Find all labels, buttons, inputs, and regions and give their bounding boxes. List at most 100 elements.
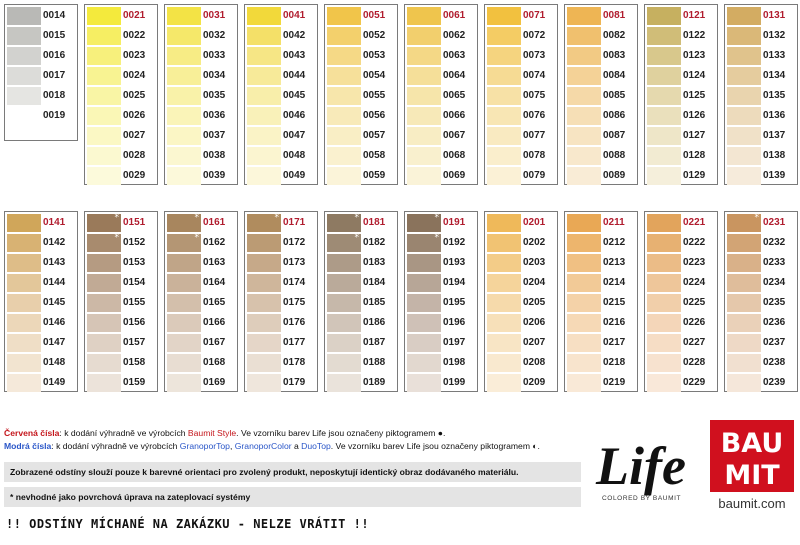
color-swatch: [647, 334, 681, 352]
color-row: 0217: [565, 333, 637, 353]
color-row: 0131: [725, 6, 797, 26]
legend: Červená čísla: k dodání výhradně ve výro…: [4, 427, 589, 453]
color-swatch: [647, 294, 681, 312]
color-card-0230: * 0231 0232 0233 0234 0235 0236 0237 0238 0239: [724, 211, 798, 392]
color-row: 0055: [325, 86, 397, 106]
color-swatch: [727, 354, 761, 372]
color-row: 0201: [485, 213, 557, 233]
color-code: 0019: [43, 110, 66, 121]
color-row: 0236: [725, 313, 797, 333]
color-row: * 0191: [405, 213, 477, 233]
color-code: 0217: [603, 337, 626, 348]
life-logo: Life COLORED BY BAUMIT: [595, 436, 686, 502]
color-row: 0207: [485, 333, 557, 353]
color-swatch: [567, 7, 601, 25]
color-swatch: *: [167, 213, 201, 232]
color-card-0210: 0211 0212 0213 0214 0215 0216 0217 0218 0219: [564, 211, 638, 392]
color-swatch: [407, 167, 441, 185]
color-swatch: [647, 87, 681, 105]
color-row: 0053: [325, 46, 397, 66]
color-row: 0141: [5, 213, 77, 233]
color-swatch: [647, 354, 681, 372]
color-row: 0031: [165, 6, 237, 26]
color-code: 0227: [683, 337, 706, 348]
color-code: 0051: [363, 10, 386, 21]
color-code: 0043: [283, 50, 306, 61]
color-row: 0204: [485, 273, 557, 293]
color-code: 0045: [283, 90, 306, 101]
color-swatch: [167, 294, 201, 312]
color-swatch: *: [327, 213, 361, 232]
legend-red-text-1: : k dodání výhradně ve výrobcích: [59, 428, 188, 438]
color-swatch: [647, 234, 681, 252]
color-swatch: [167, 87, 201, 105]
color-swatch: [727, 234, 761, 252]
color-code: 0053: [363, 50, 386, 61]
color-row: 0167: [165, 333, 237, 353]
color-swatch: [7, 314, 41, 332]
color-row: 0067: [405, 126, 477, 146]
color-swatch: [247, 27, 281, 45]
color-swatch: [567, 107, 601, 125]
color-row: 0234: [725, 273, 797, 293]
color-code: 0134: [763, 70, 786, 81]
color-code: 0177: [283, 337, 306, 348]
color-row: 0081: [565, 6, 637, 26]
color-row: 0078: [485, 146, 557, 166]
color-swatch: [247, 127, 281, 145]
color-swatch: [87, 147, 121, 165]
color-code: 0014: [43, 10, 66, 21]
star-marker: *: [354, 213, 360, 223]
color-swatch: [87, 294, 121, 312]
color-code: 0021: [123, 10, 146, 21]
color-row: 0166: [165, 313, 237, 333]
color-code: 0192: [443, 237, 466, 248]
legend-red-line: Červená čísla: k dodání výhradně ve výro…: [4, 427, 589, 440]
color-row: 0228: [645, 353, 717, 373]
color-swatch: [247, 374, 281, 392]
color-row: 0174: [245, 273, 317, 293]
color-swatch: [87, 167, 121, 185]
color-swatch: [87, 67, 121, 85]
star-marker: *: [194, 213, 200, 223]
color-code: 0197: [443, 337, 466, 348]
color-swatch: *: [247, 213, 281, 232]
color-swatch: [407, 147, 441, 165]
color-swatch: [567, 67, 601, 85]
color-code: 0086: [603, 110, 626, 121]
color-swatch: [327, 87, 361, 105]
color-code: 0067: [443, 130, 466, 141]
color-code: 0198: [443, 357, 466, 368]
color-code: 0064: [443, 70, 466, 81]
color-swatch: [647, 214, 681, 232]
color-code: 0062: [443, 30, 466, 41]
color-code: 0127: [683, 130, 706, 141]
star-marker: *: [114, 233, 120, 243]
color-row: * 0161: [165, 213, 237, 233]
color-swatch: [7, 47, 41, 65]
color-swatch: [727, 67, 761, 85]
color-code: 0228: [683, 357, 706, 368]
color-swatch: [87, 87, 121, 105]
color-code: 0184: [363, 277, 386, 288]
color-row: 0123: [645, 46, 717, 66]
color-row: 0146: [5, 313, 77, 333]
color-code: 0071: [523, 10, 546, 21]
color-code: 0151: [123, 217, 146, 228]
color-swatch: [7, 67, 41, 85]
color-row: 0135: [725, 86, 797, 106]
color-code: 0029: [123, 170, 146, 181]
color-row: 0145: [5, 293, 77, 313]
color-row: 0164: [165, 273, 237, 293]
color-row: 0179: [245, 373, 317, 393]
color-row: 0168: [165, 353, 237, 373]
color-swatch: [487, 27, 521, 45]
color-row: 0139: [725, 166, 797, 186]
color-code: 0155: [123, 297, 146, 308]
baumit-logo-top: BAU: [721, 428, 784, 459]
color-swatch: [567, 87, 601, 105]
color-swatch: [487, 67, 521, 85]
color-swatch: [167, 127, 201, 145]
color-swatch: [87, 7, 121, 25]
color-code: 0055: [363, 90, 386, 101]
